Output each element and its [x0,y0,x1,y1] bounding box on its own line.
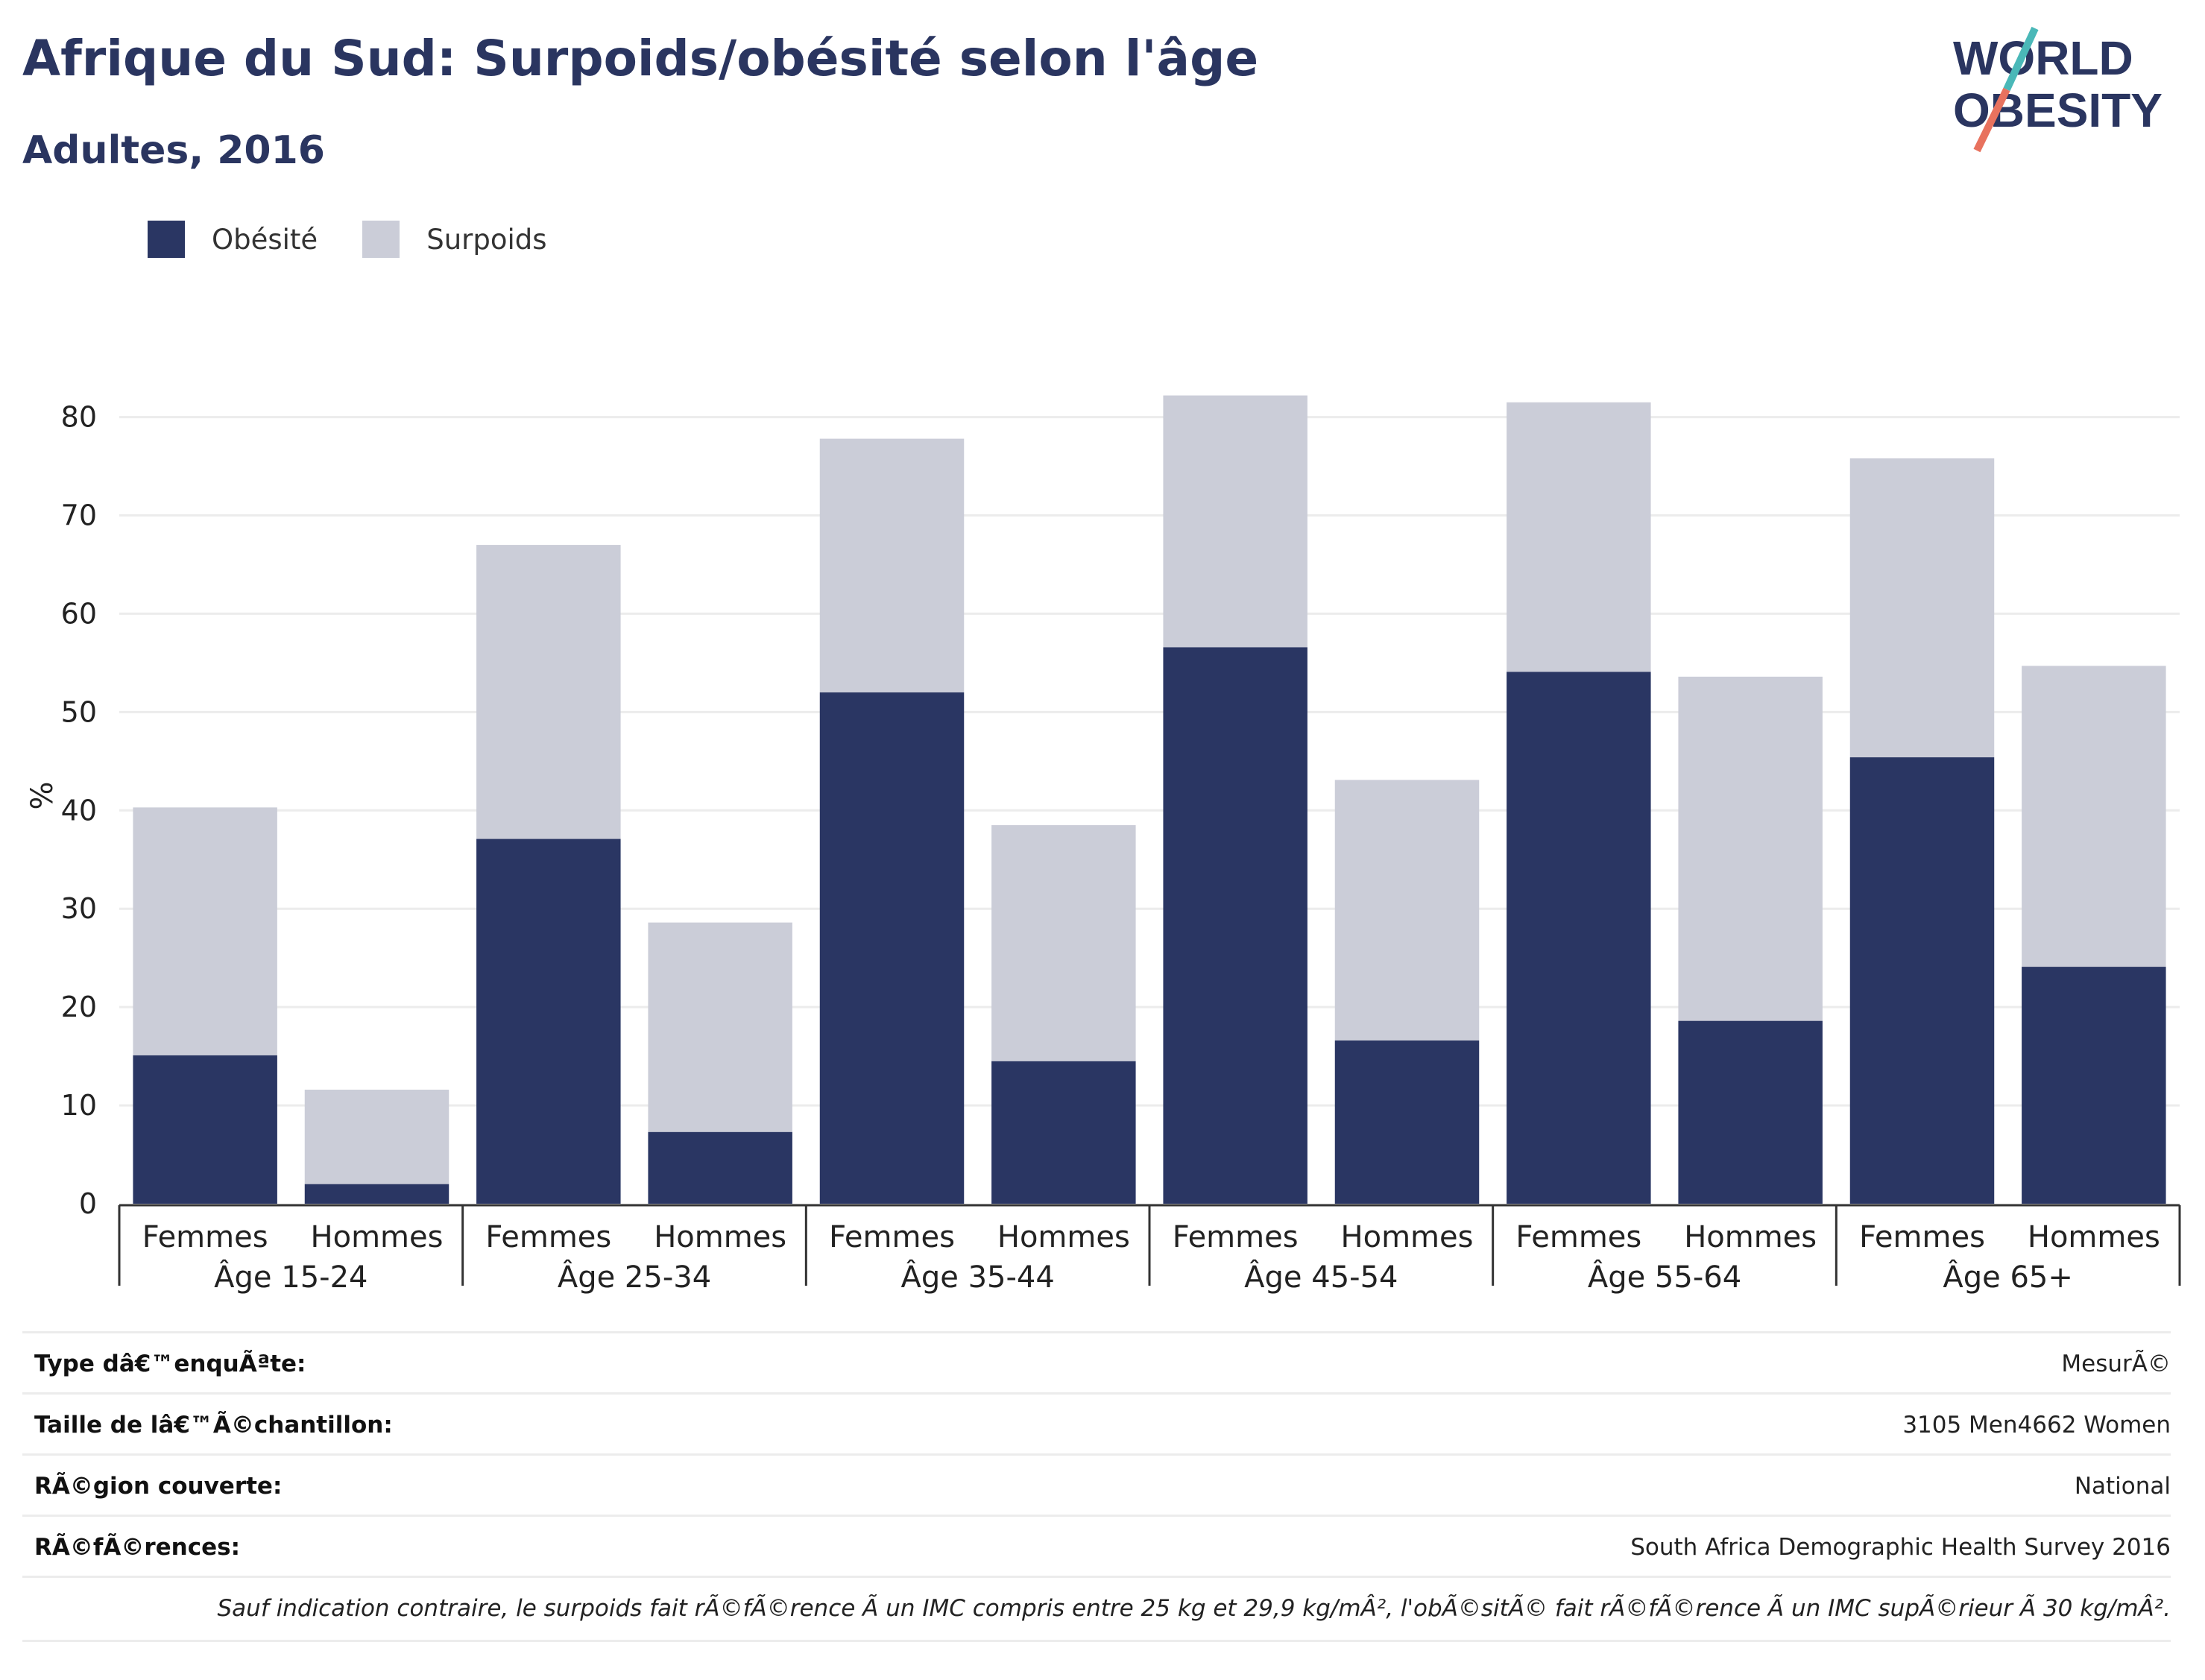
info-label-region: RÃ©gion couverte: [34,1473,283,1500]
bottom-divider [22,1640,2171,1642]
info-row-footnote [22,1576,2171,1639]
y-tick-label: 10 [61,1089,97,1122]
bar-obesite [304,1184,449,1204]
y-tick-label: 50 [61,695,97,728]
info-value-region: National [2074,1473,2171,1500]
legend-label-obesite: Obésité [212,223,318,256]
bar-obesite [476,839,621,1204]
x-tick-label: Femmes [1515,1220,1641,1254]
y-tick-label: 70 [61,499,97,532]
stacked-bar-chart: 0 10 20 30 40 50 60 70 80% Femmes Hommes Femmes Homm… [25,395,2181,1295]
chart-subtitle: Adultes, 2016 [22,128,325,173]
x-tick-label: Hommes [997,1220,1130,1254]
info-row-sample-size: Taille de lâ€™Ã©chantillon: 3105 Men4662… [22,1392,2171,1456]
legend-label-surpoids: Surpoids [426,223,547,256]
group-label: Âge 65+ [1943,1259,2073,1295]
y-axis-label: % [25,781,60,809]
bar-surpoids [1334,780,1480,1040]
bar-surpoids [991,825,1136,1061]
bar-surpoids [133,807,277,1055]
bar-surpoids [819,438,965,692]
group-label: Âge 55-64 [1588,1259,1741,1295]
x-tick-label: Femmes [1859,1220,1985,1254]
bar-obesite [991,1061,1136,1204]
x-tick-label: Hommes [1684,1220,1817,1254]
legend-swatch-surpoids [362,221,400,258]
bar-obesite [819,692,965,1204]
info-row-references: RÃ©fÃ©rences: South Africa Demographic H… [22,1515,2171,1578]
bar-obesite [648,1131,792,1204]
group-label: Âge 25-34 [558,1259,711,1295]
info-label-survey-type: Type dâ€™enquÃªte: [34,1351,306,1377]
y-tick-label: 30 [61,892,97,925]
x-tick-label: Hommes [654,1220,786,1254]
x-tick-label: Hommes [2028,1220,2160,1254]
x-tick-label: Hommes [311,1220,444,1254]
logo-slash-bottom [1973,87,2010,153]
bar-surpoids [304,1089,449,1184]
info-label-references: RÃ©fÃ©rences: [34,1534,240,1561]
y-tick-label: 40 [61,794,97,827]
x-tick-label: Femmes [142,1220,268,1254]
world-obesity-logo: WORLD OBESITY [1953,26,2163,153]
legend-item-obesite[interactable]: Obésité [148,221,318,258]
bar-surpoids [1507,402,1651,672]
bar-obesite [1678,1020,1823,1204]
bar-surpoids [2022,666,2166,967]
x-tick-label: Femmes [1173,1220,1299,1254]
logo-line1: WORLD [1953,31,2133,85]
bar-surpoids [476,545,621,839]
info-row-survey-type: Type dâ€™enquÃªte: MesurÃ© [22,1331,2171,1395]
bar-surpoids [1163,395,1307,648]
bar-obesite [1849,757,1995,1204]
info-value-references: South Africa Demographic Health Survey 2… [1630,1534,2171,1561]
bar-obesite [1334,1040,1480,1204]
bar-obesite [2022,967,2166,1204]
chart-title: Afrique du Sud: Surpoids/obésité selon l… [22,30,1259,87]
bar-obesite [133,1055,277,1204]
bar-obesite [1163,647,1307,1204]
chart-legend: Obésité Surpoids [148,221,592,258]
footnote: Sauf indication contraire, le surpoids f… [217,1595,2171,1622]
bar-surpoids [648,922,792,1132]
x-tick-label: Hommes [1341,1220,1474,1254]
logo-slash-top [2003,26,2039,92]
info-value-sample-size: 3105 Men4662 Women [1902,1412,2171,1439]
x-tick-label: Femmes [485,1220,611,1254]
bar-obesite [1507,672,1651,1204]
group-label: Âge 45-54 [1244,1259,1398,1295]
bar-surpoids [1849,458,1995,758]
y-tick-label: 20 [61,991,97,1023]
group-label: Âge 35-44 [901,1259,1055,1295]
group-label: Âge 15-24 [214,1259,368,1295]
y-tick-label: 60 [61,597,97,630]
x-tick-label: Femmes [829,1220,955,1254]
info-value-survey-type: MesurÃ© [2061,1351,2171,1377]
y-tick-label: 80 [61,401,97,434]
bar-surpoids [1678,676,1823,1021]
legend-swatch-obesite [148,221,185,258]
y-tick-label: 0 [79,1187,97,1220]
legend-item-surpoids[interactable]: Surpoids [362,221,547,258]
info-row-region: RÃ©gion couverte: National [22,1453,2171,1517]
info-label-sample-size: Taille de lâ€™Ã©chantillon: [34,1412,393,1439]
